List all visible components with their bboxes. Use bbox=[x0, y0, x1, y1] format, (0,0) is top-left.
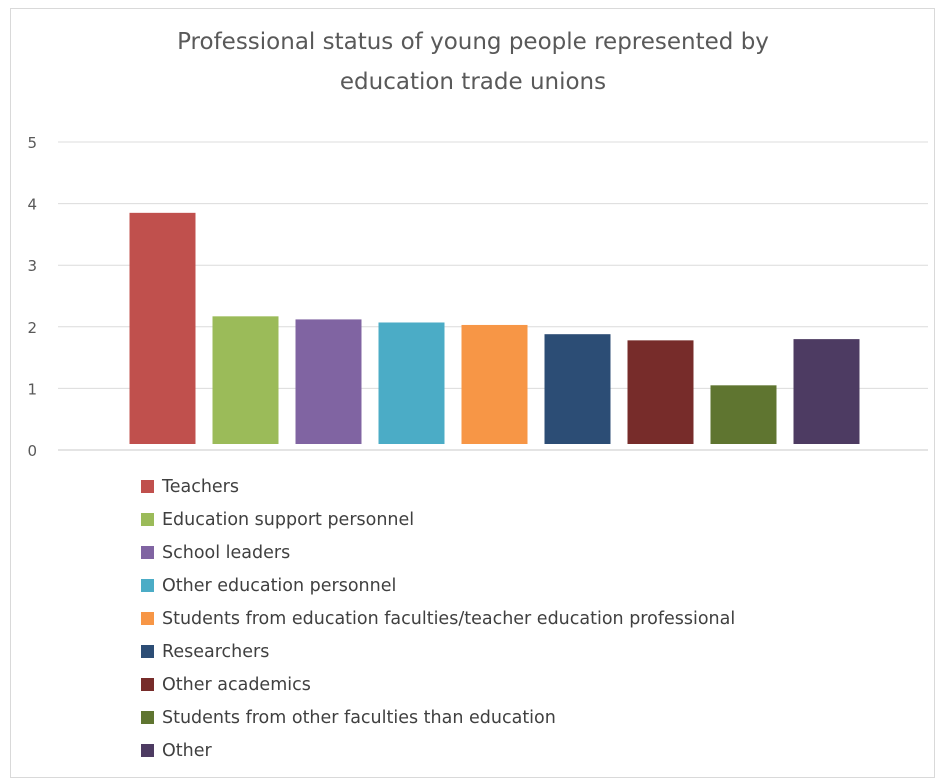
bar-5 bbox=[461, 324, 528, 444]
y-tick-label-0: 0 bbox=[27, 442, 37, 460]
legend-item: Researchers bbox=[141, 635, 735, 668]
legend-item: Students from other faculties than educa… bbox=[141, 701, 735, 734]
legend-item: Other academics bbox=[141, 668, 735, 701]
bar-7 bbox=[627, 340, 694, 444]
bar-2 bbox=[212, 316, 279, 444]
legend-label: Students from education faculties/teache… bbox=[162, 608, 736, 629]
y-tick-label-3: 3 bbox=[27, 257, 37, 275]
legend-swatch bbox=[141, 744, 154, 757]
legend-label: Students from other faculties than educa… bbox=[162, 707, 556, 728]
y-tick-label-4: 4 bbox=[27, 196, 37, 214]
bar-9 bbox=[793, 339, 860, 444]
legend-label: School leaders bbox=[162, 542, 291, 563]
legend-label: Other academics bbox=[162, 674, 311, 695]
legend-swatch bbox=[141, 612, 154, 625]
legend-label: Researchers bbox=[162, 641, 270, 662]
legend-swatch bbox=[141, 645, 154, 658]
legend-swatch bbox=[141, 711, 154, 724]
y-tick-label-5: 5 bbox=[27, 134, 37, 152]
chart-title: Professional status of young people repr… bbox=[0, 22, 946, 102]
chart-title-line-1: Professional status of young people repr… bbox=[177, 29, 769, 55]
legend-swatch bbox=[141, 579, 154, 592]
legend-swatch bbox=[141, 546, 154, 559]
legend-item: Education support personnel bbox=[141, 503, 735, 536]
bar-8 bbox=[710, 385, 777, 444]
legend-item: Other education personnel bbox=[141, 569, 735, 602]
legend-item: Teachers bbox=[141, 470, 735, 503]
legend-item: Students from education faculties/teache… bbox=[141, 602, 735, 635]
legend-label: Education support personnel bbox=[162, 509, 415, 530]
legend-item: School leaders bbox=[141, 536, 735, 569]
y-tick-label-1: 1 bbox=[27, 380, 37, 398]
chart-title-line-2: education trade unions bbox=[339, 69, 607, 95]
legend-swatch bbox=[141, 513, 154, 526]
legend-label: Other education personnel bbox=[162, 575, 397, 596]
bar-3 bbox=[295, 319, 362, 444]
bar-4 bbox=[378, 322, 445, 444]
legend-swatch bbox=[141, 678, 154, 691]
chart-legend: Teachers Education support personnel Schoo… bbox=[141, 470, 735, 767]
bar-1 bbox=[129, 212, 196, 444]
legend-swatch bbox=[141, 480, 154, 493]
legend-item: Other bbox=[141, 734, 735, 767]
y-tick-label-2: 2 bbox=[27, 319, 37, 337]
legend-label: Teachers bbox=[162, 476, 239, 497]
bar-6 bbox=[544, 334, 611, 444]
legend-label: Other bbox=[162, 740, 212, 761]
